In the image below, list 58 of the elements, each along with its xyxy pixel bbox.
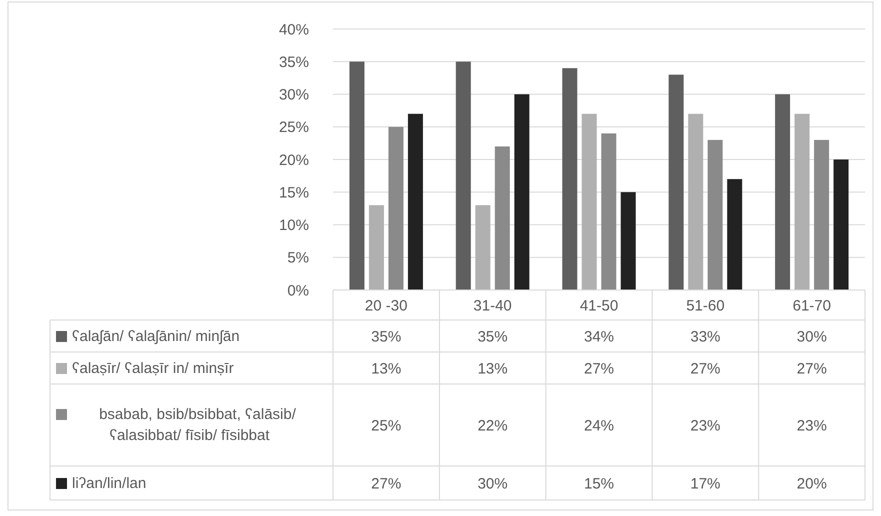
legend-label: ʕalaʃān/ ʕalaʃānin/ minʃān: [72, 328, 240, 344]
data-label: 17%: [690, 475, 720, 492]
bar: [668, 74, 684, 290]
data-label: 27%: [796, 360, 827, 378]
data-label: 27%: [584, 360, 614, 378]
legend-label: bsabab, bsib/bsibbat, ʕalāsib/ ʕalasibbat/ fīsib/ fīsibbat: [99, 406, 296, 444]
legend-label: liʔan/lin/lan: [72, 474, 146, 492]
bar: [601, 133, 616, 290]
data-label: 30%: [478, 475, 508, 492]
y-tick-label: 20%: [278, 152, 309, 169]
data-label: 23%: [796, 417, 827, 434]
bar: [562, 68, 578, 290]
y-tick-label: 15%: [278, 184, 309, 202]
x-tick-label: 41-50: [580, 297, 618, 314]
bar: [775, 94, 790, 290]
bar: [494, 146, 510, 290]
data-label: 35%: [478, 328, 508, 346]
data-label: 15%: [584, 475, 614, 492]
y-tick-label: 35%: [278, 54, 309, 71]
bar: [708, 140, 723, 290]
data-label: 33%: [690, 328, 720, 346]
data-label: 34%: [584, 328, 614, 346]
bar: [388, 126, 404, 290]
x-tick-label: 61-70: [792, 297, 831, 314]
data-label: 23%: [690, 417, 720, 434]
x-tick-label: 51-60: [686, 297, 725, 314]
data-label: 20%: [796, 475, 827, 492]
bar: [408, 114, 423, 290]
bar: [794, 114, 810, 290]
bar: [456, 62, 471, 290]
bar: [514, 94, 530, 290]
y-tick-label: 10%: [278, 217, 309, 234]
bar: [368, 205, 384, 290]
y-tick-label: 30%: [278, 86, 309, 104]
x-tick-label: 20 -30: [364, 297, 408, 314]
data-label: 27%: [690, 360, 720, 378]
bar: [814, 140, 830, 290]
bar: [727, 179, 742, 290]
x-tick-label: 31-40: [473, 297, 512, 314]
data-label: 25%: [371, 417, 402, 434]
y-tick-label: 0%: [287, 282, 309, 300]
data-label: 30%: [796, 328, 827, 346]
bar: [688, 114, 704, 290]
bar: [349, 62, 364, 290]
data-label: 13%: [478, 360, 508, 378]
bar: [582, 114, 597, 290]
y-tick-label: 5%: [287, 250, 309, 267]
data-label: 22%: [478, 417, 508, 434]
bar: [620, 192, 636, 290]
y-tick-label: 40%: [278, 21, 309, 38]
bar: [475, 205, 490, 290]
bar: [834, 160, 849, 290]
data-label: 27%: [371, 475, 402, 492]
legend-label: ʕalaṣīr/ ʕalaṣīr in/ minṣīr: [72, 360, 234, 376]
data-label: 35%: [371, 328, 402, 346]
y-tick-label: 25%: [278, 119, 309, 136]
data-label: 13%: [371, 360, 402, 378]
data-label: 24%: [584, 417, 614, 434]
